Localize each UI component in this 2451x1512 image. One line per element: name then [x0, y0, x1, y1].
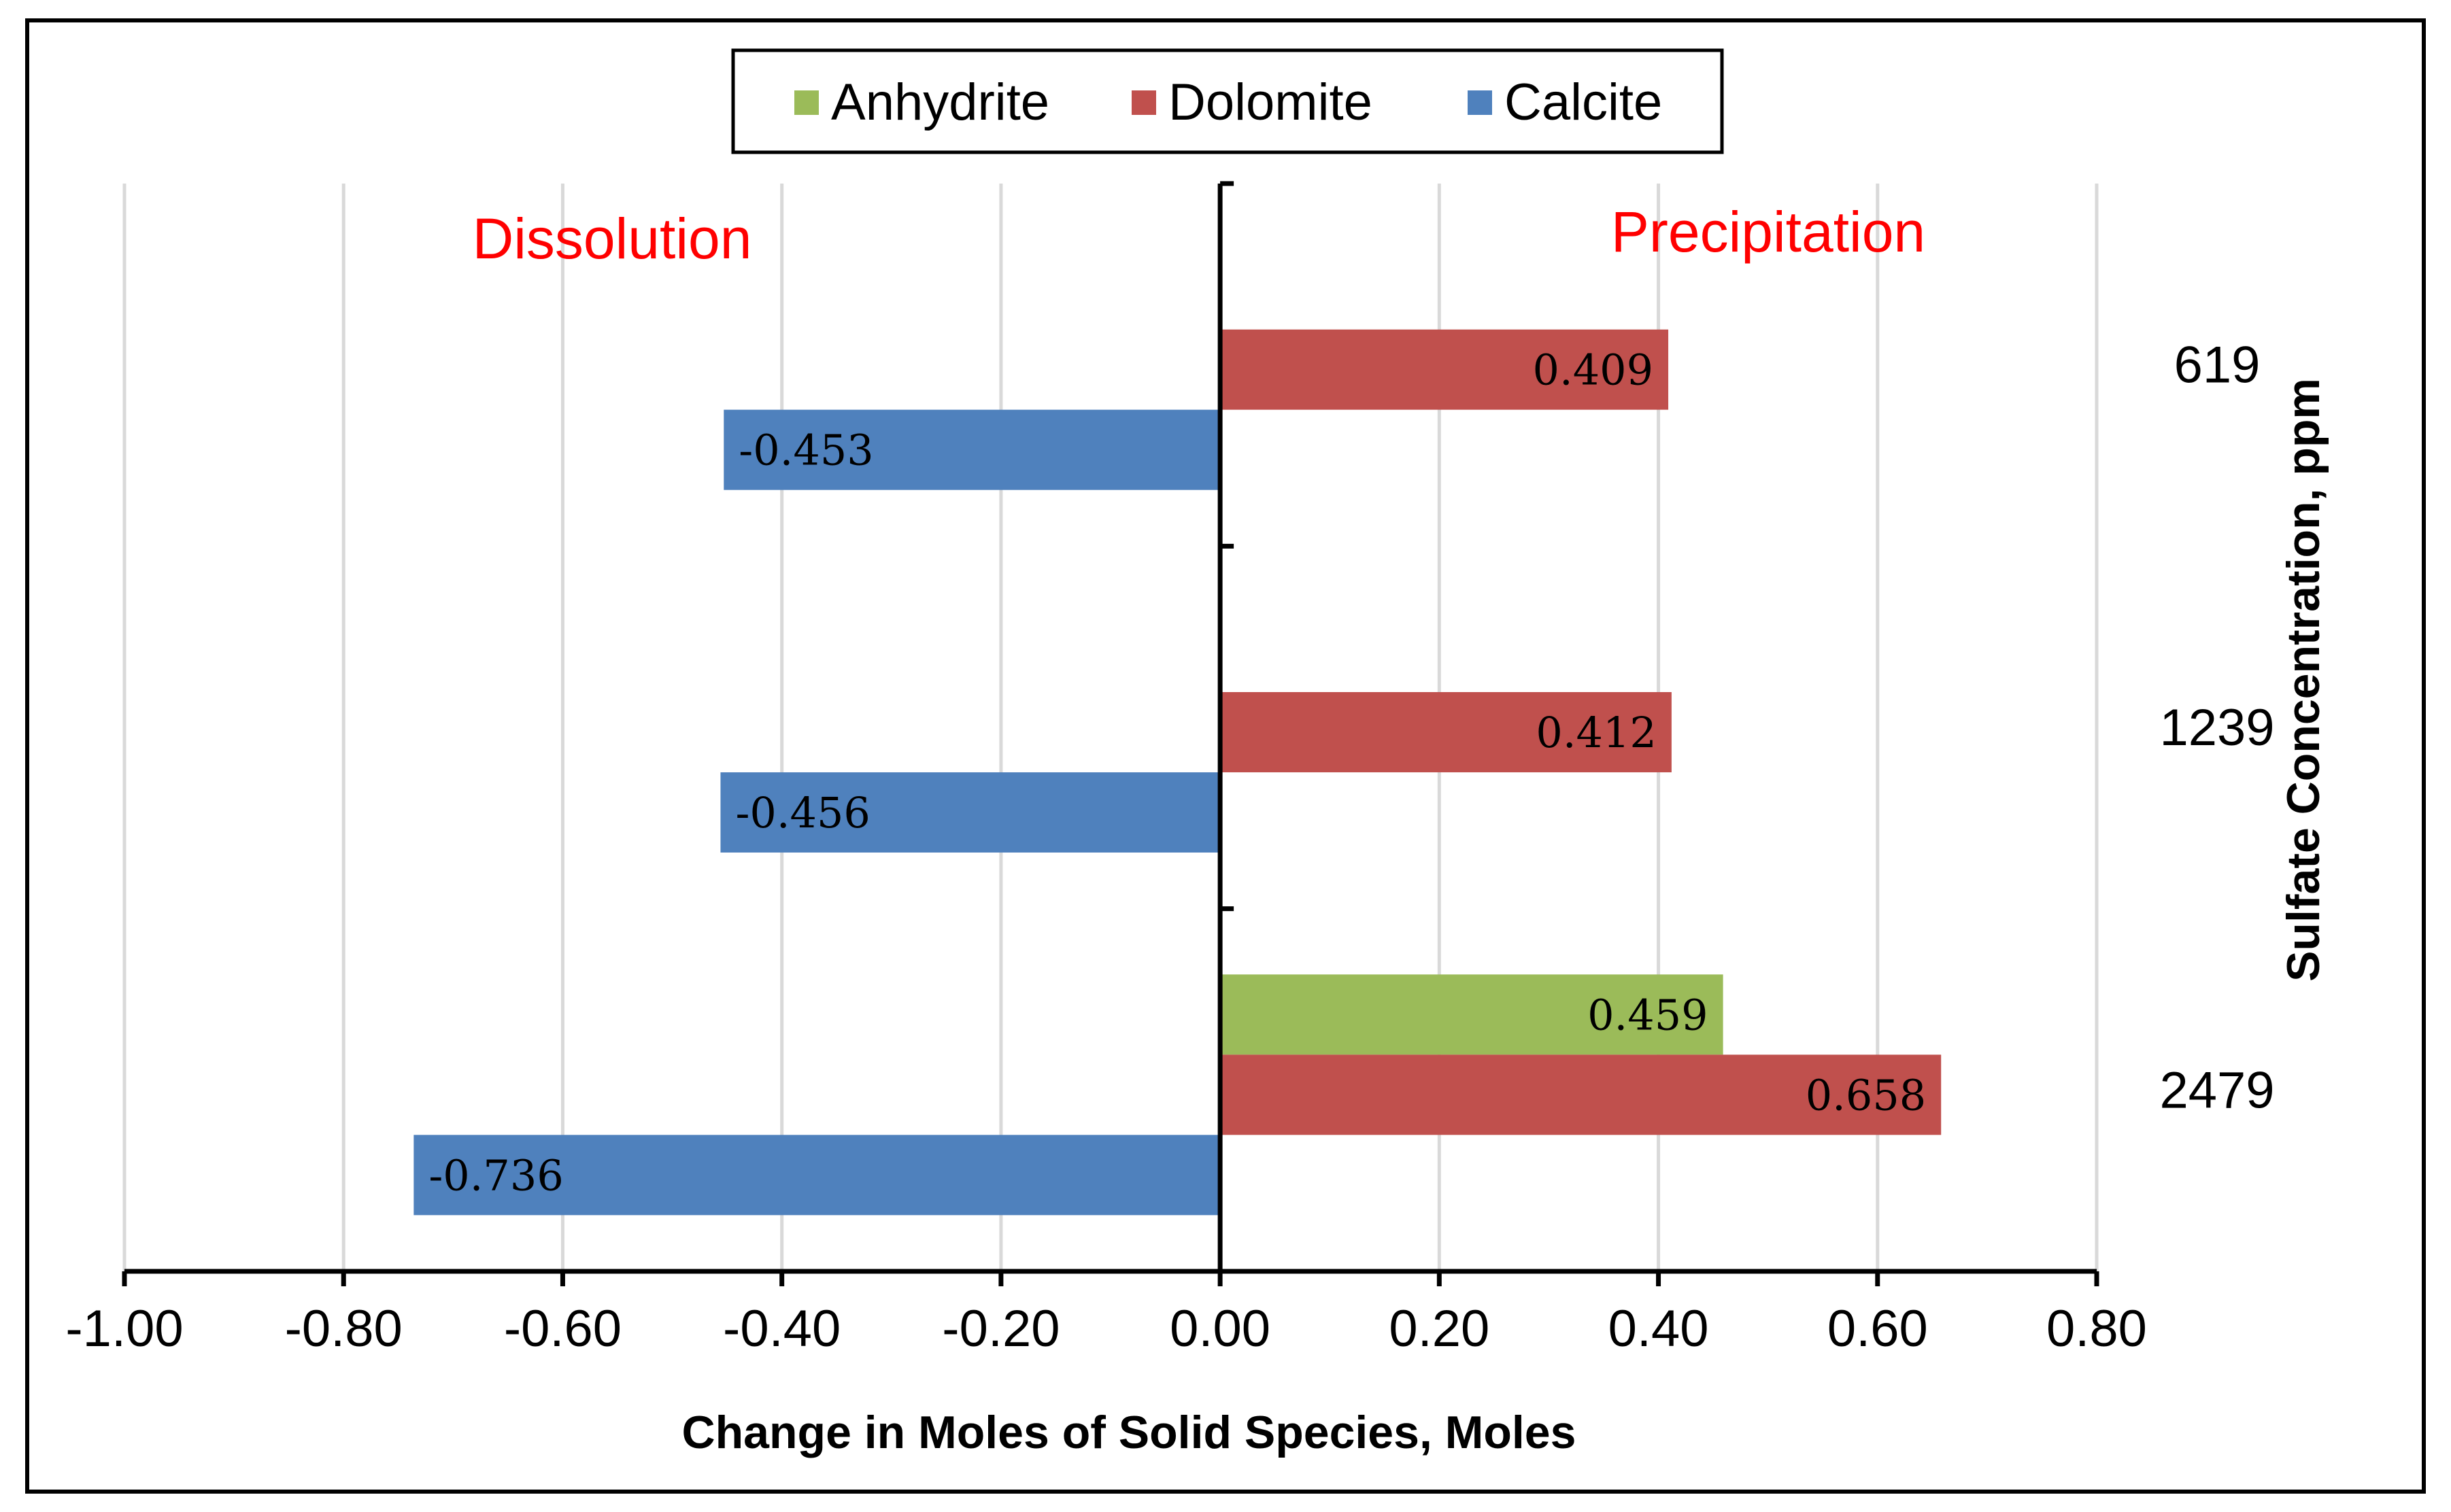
legend-swatch-dolomite [1132, 90, 1156, 115]
x-tick-label: -0.60 [504, 1300, 622, 1358]
x-tick-label: 0.80 [2046, 1300, 2147, 1358]
legend-label-calcite: Calcite [1504, 73, 1662, 131]
x-tick-label: -0.20 [942, 1300, 1060, 1358]
bar-dolomite [1220, 692, 1672, 772]
x-tick-label: -0.80 [285, 1300, 403, 1358]
bar-calcite [724, 409, 1221, 490]
x-axis-title: Change in Moles of Solid Species, Moles [682, 1407, 1576, 1458]
data-label: -0.453 [739, 426, 873, 475]
legend-swatch-calcite [1468, 90, 1492, 115]
labels: -1.00 -0.80 -0.60 -0.40 -0.20 0.00 0.20 0.40 0.6… [65, 337, 2274, 1358]
x-tick-label: 0.60 [1827, 1300, 1928, 1358]
category-label: 2479 [2159, 1061, 2274, 1119]
data-label: 0.658 [1806, 1070, 1927, 1120]
data-label: 0.412 [1536, 708, 1657, 757]
bar-calcite [720, 772, 1221, 853]
x-tick-label: 0.20 [1389, 1300, 1489, 1358]
legend-swatch-anhydrite [794, 90, 819, 115]
data-label: 0.459 [1587, 990, 1708, 1040]
data-label: 0.409 [1533, 345, 1654, 395]
bar-dolomite [1220, 1054, 1942, 1135]
bar-anhydrite [1220, 974, 1723, 1055]
legend-label-dolomite: Dolomite [1168, 73, 1372, 131]
category-label: 1239 [2159, 699, 2274, 757]
x-tick-label: 0.00 [1170, 1300, 1270, 1358]
axes [122, 181, 2099, 1286]
legend-label-anhydrite: Anhydrite [831, 73, 1049, 131]
dissolution-annotation: Dissolution [473, 207, 752, 271]
bars [413, 329, 1942, 1216]
y-axis-title: Sulfate Concentration, ppm [2278, 378, 2329, 982]
bar-dolomite [1220, 329, 1669, 410]
x-tick-label: -1.00 [65, 1300, 183, 1358]
precipitation-annotation: Precipitation [1611, 200, 1925, 264]
category-label: 619 [2174, 337, 2261, 394]
legend: Anhydrite Dolomite Calcite [731, 48, 1724, 154]
bar-calcite [413, 1135, 1221, 1216]
x-tick-label: 0.40 [1608, 1300, 1709, 1358]
data-label: -0.456 [735, 788, 870, 838]
legend-box [731, 48, 1724, 154]
data-label: -0.736 [428, 1150, 563, 1200]
x-tick-label: -0.40 [723, 1300, 841, 1358]
